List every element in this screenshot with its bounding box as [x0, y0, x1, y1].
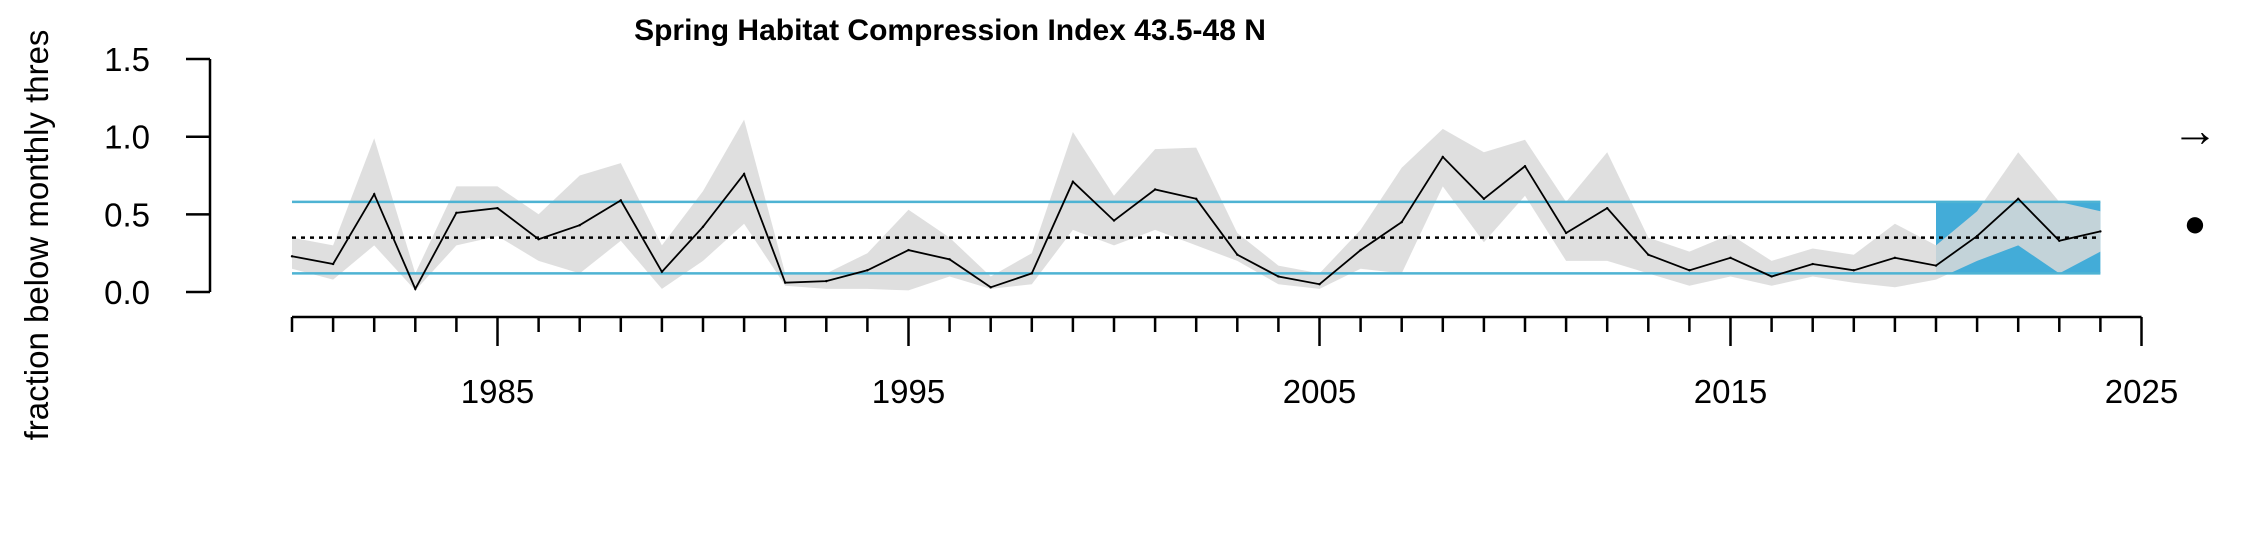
data-point [496, 206, 499, 210]
x-tick-label: 1985 [461, 373, 534, 410]
data-point [1482, 197, 1486, 201]
data-point [2099, 230, 2102, 233]
y-axis-label: fraction below monthly thres [18, 30, 55, 441]
x-tick-label: 2025 [2105, 373, 2178, 410]
data-point [742, 172, 746, 176]
data-point [1318, 283, 1321, 286]
data-point [2017, 197, 2020, 201]
data-point [1811, 262, 1814, 266]
data-point [1770, 275, 1773, 278]
data-point [907, 248, 910, 252]
mean-dot-icon: ● [2184, 203, 2207, 245]
data-point [2058, 239, 2061, 242]
y-tick-label: 0.0 [104, 274, 150, 311]
chart-title: Spring Habitat Compression Index 43.5-48… [634, 14, 1266, 47]
data-point [1153, 188, 1157, 191]
data-point [619, 199, 622, 202]
data-point [1112, 219, 1116, 222]
data-point [1729, 256, 1732, 260]
data-point [1030, 272, 1034, 275]
data-point [1606, 206, 1609, 210]
data-point [1195, 197, 1198, 201]
y-tick-label: 0.5 [104, 196, 150, 233]
y-tick-label: 1.5 [104, 41, 150, 78]
data-point [948, 258, 951, 261]
data-point [537, 237, 540, 241]
data-point [1975, 234, 1979, 238]
x-tick-label: 2005 [1283, 373, 1356, 410]
data-point [290, 255, 294, 258]
data-point [784, 281, 787, 284]
data-point [1523, 165, 1527, 168]
data-point [1688, 269, 1691, 272]
data-point [414, 287, 417, 291]
y-tick-label: 1.0 [104, 119, 150, 156]
data-point [1236, 253, 1239, 256]
data-point [1359, 248, 1362, 252]
data-point [825, 279, 828, 283]
data-point [701, 225, 705, 228]
data-point [1564, 231, 1568, 235]
x-tick-label: 1995 [872, 373, 945, 410]
data-point [331, 262, 335, 266]
data-point [989, 286, 992, 289]
data-point [660, 270, 664, 274]
data-point [1071, 180, 1075, 183]
x-tick-label: 2015 [1694, 373, 1767, 410]
data-point [578, 224, 581, 227]
trend-arrow-icon: → [2172, 104, 2218, 156]
data-point [1893, 256, 1897, 260]
plot-area [290, 119, 2102, 291]
data-point [1934, 264, 1938, 267]
x-axis: 1985 1995 2005 2015 2025 [290, 315, 2178, 410]
data-point [1441, 155, 1445, 159]
data-point [866, 269, 869, 272]
data-point [373, 192, 376, 196]
data-point [1277, 275, 1280, 278]
data-point [1400, 220, 1403, 224]
data-point [1852, 269, 1856, 272]
data-point [455, 211, 458, 214]
y-axis: 0.0 0.5 1.0 1.5 [104, 41, 212, 311]
uncertainty-band [292, 119, 2101, 291]
data-point [1647, 253, 1650, 256]
